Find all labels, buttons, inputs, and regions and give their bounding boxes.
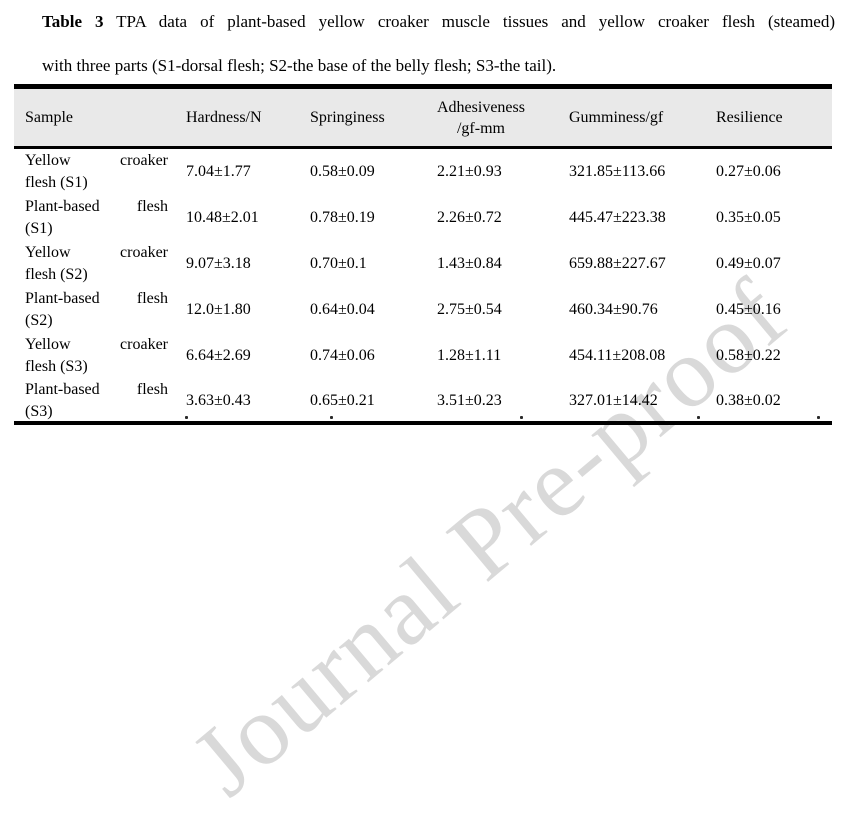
hardness-value: 3.63±0.43 <box>186 392 251 409</box>
header-bottom-rule <box>14 146 832 149</box>
hardness-value: 7.04±1.77 <box>186 163 251 180</box>
adhesiveness-value: 2.75±0.54 <box>437 301 502 318</box>
tpa-data-table: Sample Hardness/N Springiness Adhesivene… <box>14 84 832 425</box>
sample-cell: Yellow croaker flesh (S2) <box>14 242 186 286</box>
springiness-value: 0.58±0.09 <box>310 163 375 180</box>
resilience-value: 0.58±0.22 <box>716 347 781 364</box>
adhesiveness-value: 1.43±0.84 <box>437 255 502 272</box>
adhesiveness-value: 2.26±0.72 <box>437 209 502 226</box>
resilience-value: 0.49±0.07 <box>716 255 781 272</box>
caption-line-1: Table 3 TPA data of plant-based yellow c… <box>42 0 835 44</box>
table-top-rule <box>14 84 832 89</box>
sample-name-line2: flesh (S2) <box>25 265 88 283</box>
hardness-value: 10.48±2.01 <box>186 209 259 226</box>
stray-mark <box>520 416 523 419</box>
header-hardness: Hardness/N <box>186 109 262 126</box>
table-row: Yellow croaker flesh (S3) 6.64±2.69 0.74… <box>14 333 832 379</box>
table-row: Plant-based flesh (S1) 10.48±2.01 0.78±0… <box>14 195 832 241</box>
sample-name-line2: (S3) <box>25 402 53 420</box>
stray-mark <box>817 416 820 419</box>
table-number-label: Table 3 <box>42 12 104 31</box>
adhesiveness-value: 1.28±1.11 <box>437 347 502 364</box>
sample-name-line2: flesh (S3) <box>25 357 88 375</box>
springiness-value: 0.64±0.04 <box>310 301 375 318</box>
sample-name-line1: Yellow croaker <box>25 243 168 261</box>
gumminess-value: 659.88±227.67 <box>569 255 666 272</box>
sample-name-line1: Yellow croaker <box>25 335 168 353</box>
stray-mark <box>330 416 333 419</box>
stray-mark <box>185 416 188 419</box>
header-sample: Sample <box>25 109 73 126</box>
sample-name-line1: Plant-based flesh <box>25 289 168 307</box>
springiness-value: 0.70±0.1 <box>310 255 367 272</box>
resilience-value: 0.27±0.06 <box>716 163 781 180</box>
table-row: Yellow croaker flesh (S2) 9.07±3.18 0.70… <box>14 241 832 287</box>
header-adhesiveness-line1: Adhesiveness <box>437 98 525 116</box>
table-row: Yellow croaker flesh (S1) 7.04±1.77 0.58… <box>14 149 832 195</box>
table-caption: Table 3 TPA data of plant-based yellow c… <box>42 0 835 88</box>
sample-cell: Plant-based flesh (S1) <box>14 196 186 240</box>
sample-name-line2: (S2) <box>25 311 53 329</box>
stray-mark <box>697 416 700 419</box>
gumminess-value: 321.85±113.66 <box>569 163 666 180</box>
table-row: Plant-based flesh (S3) 3.63±0.43 0.65±0.… <box>14 379 832 421</box>
header-resilience: Resilience <box>716 109 783 126</box>
sample-cell: Plant-based flesh (S2) <box>14 288 186 332</box>
caption-line-2: with three parts (S1-dorsal flesh; S2-th… <box>42 56 557 75</box>
table-row: Plant-based flesh (S2) 12.0±1.80 0.64±0.… <box>14 287 832 333</box>
sample-name-line1: Plant-based flesh <box>25 380 168 398</box>
header-gumminess: Gumminess/gf <box>569 109 664 126</box>
sample-cell: Yellow croaker flesh (S3) <box>14 334 186 378</box>
sample-cell: Yellow croaker flesh (S1) <box>14 150 186 194</box>
caption-title-text: TPA data of plant-based yellow croaker m… <box>103 12 835 31</box>
sample-cell: Plant-based flesh (S3) <box>14 379 186 423</box>
sample-name-line1: Plant-based flesh <box>25 197 168 215</box>
header-springiness: Springiness <box>310 109 385 126</box>
header-adhesiveness: Adhesiveness /gf-mm <box>437 97 569 139</box>
sample-name-line2: (S1) <box>25 219 53 237</box>
hardness-value: 6.64±2.69 <box>186 347 251 364</box>
header-adhesiveness-line2: /gf-mm <box>456 119 505 137</box>
gumminess-value: 454.11±208.08 <box>569 347 666 364</box>
springiness-value: 0.65±0.21 <box>310 392 375 409</box>
resilience-value: 0.45±0.16 <box>716 301 781 318</box>
table-bottom-rule <box>14 420 832 425</box>
adhesiveness-value: 3.51±0.23 <box>437 392 502 409</box>
gumminess-value: 445.47±223.38 <box>569 209 666 226</box>
hardness-value: 12.0±1.80 <box>186 301 251 318</box>
hardness-value: 9.07±3.18 <box>186 255 251 272</box>
springiness-value: 0.78±0.19 <box>310 209 375 226</box>
resilience-value: 0.38±0.02 <box>716 392 781 409</box>
header-adhesiveness-block: Adhesiveness /gf-mm <box>437 97 525 139</box>
table-header-row: Sample Hardness/N Springiness Adhesivene… <box>14 89 832 146</box>
resilience-value: 0.35±0.05 <box>716 209 781 226</box>
gumminess-value: 327.01±14.42 <box>569 392 658 409</box>
gumminess-value: 460.34±90.76 <box>569 301 658 318</box>
sample-name-line2: flesh (S1) <box>25 173 88 191</box>
springiness-value: 0.74±0.06 <box>310 347 375 364</box>
sample-name-line1: Yellow croaker <box>25 151 168 169</box>
adhesiveness-value: 2.21±0.93 <box>437 163 502 180</box>
